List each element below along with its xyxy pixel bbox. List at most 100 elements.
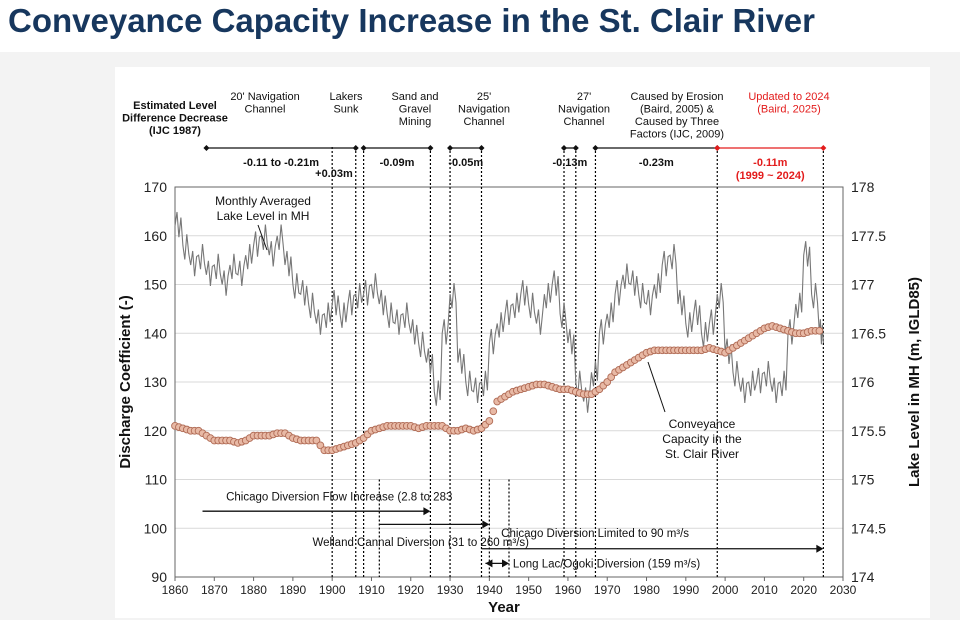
- level-change-label: -0.11m: [753, 157, 787, 169]
- event-label-nav27: Navigation: [558, 104, 610, 116]
- annotation-arrow: [257, 224, 268, 251]
- level-change-sublabel: (1999 ~ 2024): [736, 170, 805, 182]
- y-left-tick-label: 100: [144, 520, 168, 536]
- level-change-arrow-end-marker: [592, 145, 599, 151]
- x-tick-label: 1930: [437, 583, 464, 597]
- y-right-tick-label: 177: [851, 277, 875, 293]
- event-label-ijc: Estimated Level: [133, 100, 217, 112]
- x-tick-label: 1960: [555, 583, 582, 597]
- x-tick-label: 1900: [319, 583, 346, 597]
- event-label-nav20: 20' Navigation: [230, 91, 299, 103]
- event-label-mining: Gravel: [399, 104, 431, 116]
- diversion-label: Chicago Diversion Flow Increase (2.8 to …: [226, 492, 452, 504]
- series-point-conveyance: [316, 441, 325, 450]
- event-label-update: Updated to 2024: [748, 91, 829, 103]
- y-left-tick-label: 150: [144, 277, 168, 293]
- y-right-tick-label: 178: [851, 179, 875, 195]
- diversion-arrow-head: [423, 507, 431, 516]
- level-change-arrow-end-marker: [352, 145, 359, 151]
- level-change-arrow-end-marker: [561, 145, 568, 151]
- event-label-mining: Sand and: [391, 91, 438, 103]
- level-change-arrow-end-marker: [203, 145, 210, 151]
- level-change-label: -0.05m: [448, 157, 483, 169]
- diversion-label: Welland Cannal Diversion (31 to 260 m³/s…: [313, 537, 530, 549]
- diversion-label: Chicago Diversion Limited to 90 m³/s: [501, 528, 689, 540]
- y-left-tick-label: 170: [144, 179, 168, 195]
- series-point-conveyance: [489, 407, 498, 416]
- annotation-conveyance-line3: St. Clair River: [665, 447, 739, 461]
- series-point-conveyance: [485, 417, 494, 425]
- event-label-erosion: (Baird, 2005) &: [640, 104, 715, 116]
- annotation-conveyance-line2: Capacity in the: [662, 432, 742, 446]
- level-change-label: -0.11 to -0.21m: [243, 157, 319, 169]
- diversion-label: Long Lac/Ogoki Diversion (159 m³/s): [513, 558, 700, 570]
- level-change-label: +0.03m: [315, 168, 353, 180]
- x-tick-label: 1890: [280, 583, 307, 597]
- event-label-lakers: Sunk: [333, 104, 359, 116]
- x-tick-label: 1920: [397, 583, 424, 597]
- event-label-mining: Mining: [399, 116, 431, 128]
- level-change-label: -0.13m: [552, 157, 587, 169]
- event-label-nav27: 27': [577, 91, 591, 103]
- diversion-arrow-head: [482, 520, 490, 529]
- series-point-conveyance: [815, 326, 824, 335]
- y-left-tick-label: 90: [151, 569, 167, 585]
- event-label-lakers: Lakers: [329, 91, 363, 103]
- event-label-nav25: 25': [477, 91, 491, 103]
- event-label-erosion: Caused by Three: [635, 116, 719, 128]
- annotation-conveyance: Conveyance: [669, 417, 736, 431]
- x-tick-label: 2010: [751, 583, 778, 597]
- event-label-ijc: Difference Decrease: [122, 113, 228, 125]
- y-right-tick-label: 177.5: [851, 228, 886, 244]
- event-label-ijc: (IJC 1987): [149, 125, 201, 137]
- x-tick-label: 1970: [594, 583, 621, 597]
- y-right-tick-label: 176: [851, 374, 875, 390]
- y-left-tick-label: 110: [145, 472, 168, 488]
- x-tick-label: 2000: [712, 583, 739, 597]
- level-change-arrow-end-marker: [714, 145, 721, 151]
- x-tick-label: 1990: [672, 583, 699, 597]
- diversion-arrow-head: [502, 559, 509, 568]
- x-tick-label: 1860: [162, 583, 189, 597]
- y-right-tick-label: 174.5: [851, 520, 886, 536]
- diversion-arrow-head: [485, 559, 493, 568]
- event-label-nav27: Channel: [564, 116, 605, 128]
- y-left-tick-label: 130: [144, 374, 168, 390]
- annotation-lake-level: Monthly Averaged: [215, 194, 311, 208]
- x-tick-label: 2030: [830, 583, 857, 597]
- series-point-conveyance: [312, 436, 321, 445]
- y-right-tick-label: 175.5: [851, 423, 886, 439]
- level-change-label: -0.23m: [639, 157, 674, 169]
- x-tick-label: 1880: [240, 583, 267, 597]
- y-right-tick-label: 176.5: [851, 325, 886, 341]
- event-label-update: (Baird, 2025): [757, 104, 821, 116]
- y-right-tick-label: 175: [851, 472, 875, 488]
- x-tick-label: 1870: [201, 583, 228, 597]
- level-change-arrow-end-marker: [447, 145, 454, 151]
- y-left-tick-label: 160: [144, 228, 168, 244]
- level-change-arrow-end-marker: [360, 145, 367, 151]
- annotation-lake-level-line2: Lake Level in MH: [217, 209, 310, 223]
- level-change-arrow-end-marker: [478, 145, 485, 151]
- event-label-nav20: Channel: [245, 104, 286, 116]
- chart-panel: 90 100 110 120 130 140 150 160 170 174 174.5 175 175…: [115, 67, 930, 618]
- x-tick-label: 1980: [633, 583, 660, 597]
- x-tick-label: 1910: [358, 583, 385, 597]
- level-change-label: -0.09m: [380, 157, 415, 169]
- y-right-axis-label: Lake Level in MH (m, IGLD85): [906, 277, 923, 487]
- discharge-lake-level-chart: 90 100 110 120 130 140 150 160 170 174 174.5 175 175…: [117, 91, 923, 616]
- x-axis-label: Year: [488, 599, 520, 616]
- y-left-tick-label: 140: [144, 325, 168, 341]
- level-change-arrow-end-marker: [820, 145, 827, 151]
- level-change-arrow-end-marker: [427, 145, 434, 151]
- x-tick-label: 1940: [476, 583, 503, 597]
- x-tick-label: 1950: [515, 583, 542, 597]
- level-change-arrow-end-marker: [572, 145, 579, 151]
- event-label-erosion: Factors (IJC, 2009): [630, 129, 724, 141]
- event-label-erosion: Caused by Erosion: [631, 91, 724, 103]
- diversion-arrow-head: [816, 544, 824, 553]
- x-tick-label: 2020: [790, 583, 817, 597]
- event-label-nav25: Channel: [464, 116, 505, 128]
- series-line-lake-level: [174, 211, 824, 413]
- y-left-tick-label: 120: [144, 423, 168, 439]
